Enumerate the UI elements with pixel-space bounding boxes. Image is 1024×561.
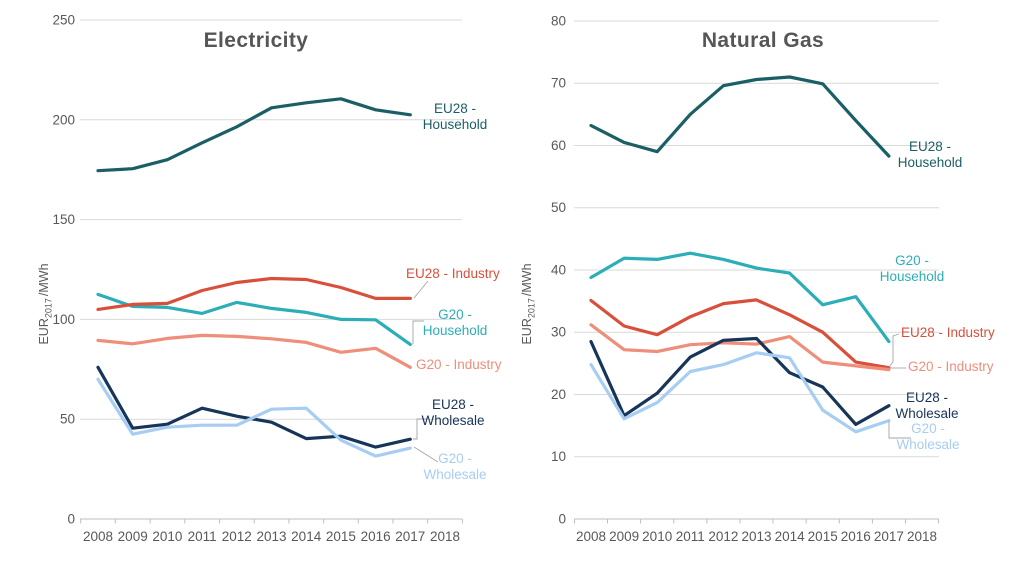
series-label-line: Household: [897, 154, 963, 170]
series-label-electricity-eu28-industry: EU28 - Industry: [406, 266, 526, 282]
series-label-gas-eu28-wholesale: EU28 - Wholesale: [877, 390, 977, 421]
series-label-line: EU28 -: [433, 101, 477, 116]
label-leader-line: [888, 421, 911, 439]
y-tick-label: 250: [52, 13, 75, 28]
y-tick-label: 60: [551, 138, 566, 153]
series-label-gas-eu28-industry: EU28 - Industry: [901, 325, 1024, 341]
x-tick-label: 2009: [118, 529, 148, 544]
y-axis-unit-suffix: /MWh: [37, 263, 51, 297]
series-line-eu28-industry: [96, 276, 412, 311]
series-label-gas-eu28-household: EU28 - Household: [880, 139, 980, 170]
series-label-line: Household: [879, 268, 945, 284]
y-tick-label: 30: [551, 325, 566, 340]
y-tick-label: 80: [551, 14, 566, 29]
y-tick-label: 100: [52, 312, 75, 327]
series-label-electricity-eu28-household: EU28 - Household: [405, 101, 505, 132]
y-tick-label: 0: [558, 512, 566, 527]
x-tick-label: 2015: [808, 529, 838, 544]
x-tick-label: 2014: [775, 529, 806, 544]
series-label-line: G20 -: [911, 421, 945, 436]
x-tick-label: 2011: [676, 529, 705, 544]
series-line-g20-household: [96, 292, 412, 346]
series-line-eu28-wholesale: [589, 336, 891, 426]
x-tick-label: 2009: [609, 529, 639, 544]
series-label-line: EU28 - Industry: [406, 266, 500, 281]
y-tick-label: 200: [52, 112, 75, 127]
x-tick-label: 2012: [708, 529, 738, 544]
series-line-eu28-household: [96, 97, 412, 173]
x-tick-label: 2013: [741, 529, 771, 544]
series-line-g20-industry: [589, 323, 891, 372]
series-label-electricity-g20-wholesale: G20 - Wholesale: [405, 451, 505, 482]
series-label-line: Wholesale: [423, 466, 487, 482]
x-tick-label: 2018: [907, 529, 937, 544]
x-tick-label: 2008: [83, 529, 113, 544]
y-axis-unit-prefix: EUR: [37, 318, 51, 345]
series-label-line: EU28 -: [908, 139, 952, 154]
y-tick-label: 0: [67, 512, 75, 527]
label-leader-line: [413, 418, 428, 440]
series-label-line: EU28 -: [905, 390, 949, 405]
x-tick-label: 2016: [841, 529, 871, 544]
series-label-line: G20 - Industry: [908, 359, 994, 374]
series-label-line: G20 - Industry: [416, 357, 502, 372]
series-line-g20-industry: [96, 333, 412, 369]
y-axis-unit-prefix: EUR: [520, 318, 534, 345]
series-label-line: Wholesale: [421, 412, 485, 428]
series-label-line: Household: [422, 322, 488, 338]
series-label-electricity-g20-industry: G20 - Industry: [416, 357, 536, 373]
x-tick-label: 2014: [291, 529, 322, 544]
label-leader-line: [413, 280, 429, 299]
series-line-g20-wholesale: [96, 377, 412, 458]
y-tick-label: 150: [52, 212, 75, 227]
y-tick-label: 40: [551, 263, 566, 278]
series-line-g20-household: [589, 251, 891, 344]
series-label-line: EU28 -: [431, 397, 475, 412]
x-tick-label: 2013: [256, 529, 286, 544]
series-label-line: Household: [422, 116, 488, 132]
label-leader-line: [413, 446, 439, 463]
x-tick-label: 2017: [395, 529, 425, 544]
series-label-gas-g20-household: G20 - Household: [862, 253, 962, 284]
x-tick-label: 2015: [326, 529, 356, 544]
x-tick-label: 2012: [222, 529, 252, 544]
y-tick-label: 20: [551, 387, 566, 402]
x-tick-label: 2008: [576, 529, 606, 544]
series-line-eu28-industry: [589, 298, 891, 370]
series-label-gas-g20-industry: G20 - Industry: [908, 359, 1024, 375]
series-line-eu28-wholesale: [96, 365, 412, 449]
series-line-g20-wholesale: [589, 351, 891, 434]
y-tick-label: 70: [551, 76, 566, 91]
x-tick-label: 2011: [188, 529, 217, 544]
series-label-line: Wholesale: [895, 405, 959, 421]
x-tick-label: 2010: [152, 529, 182, 544]
label-leader-line: [412, 320, 424, 344]
y-tick-label: 50: [60, 412, 75, 427]
x-tick-label: 2016: [361, 529, 391, 544]
series-label-line: G20 -: [438, 307, 472, 322]
chart-title-natural-gas: Natural Gas: [701, 29, 825, 52]
y-axis-title-electricity: EUR2017/MWh: [37, 224, 57, 384]
label-leader-line: [888, 333, 900, 368]
y-axis-unit-subscript: 2017: [526, 298, 537, 319]
x-tick-label: 2017: [874, 529, 904, 544]
y-tick-label: 50: [551, 200, 566, 215]
chart-title-electricity: Electricity: [203, 29, 309, 52]
y-axis-unit-subscript: 2017: [43, 298, 54, 319]
series-label-gas-g20-wholesale: G20 - Wholesale: [878, 421, 978, 452]
series-label-line: G20 -: [895, 253, 929, 268]
series-label-line: EU28 - Industry: [901, 325, 995, 340]
series-label-line: Wholesale: [896, 436, 960, 452]
y-tick-label: 10: [551, 449, 566, 464]
x-tick-label: 2018: [430, 529, 460, 544]
series-label-electricity-eu28-wholesale: EU28 - Wholesale: [403, 397, 503, 428]
x-tick-label: 2010: [642, 529, 672, 544]
series-label-electricity-g20-household: G20 - Household: [405, 307, 505, 338]
series-line-eu28-household: [589, 75, 891, 158]
series-label-line: G20 -: [438, 451, 472, 466]
